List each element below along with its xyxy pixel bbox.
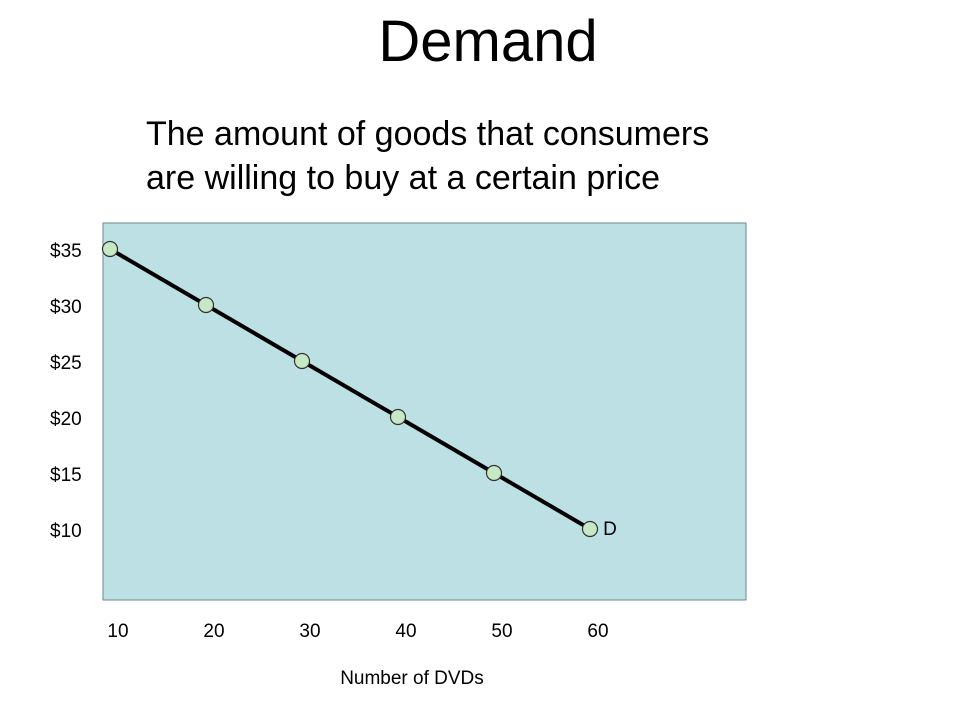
demand-curve-line <box>108 247 592 531</box>
x-tick-label: 20 <box>203 621 224 642</box>
y-tick-label: $20 <box>50 409 82 430</box>
subtitle-line-1: The amount of goods that consumers <box>146 115 710 153</box>
x-tick-label: 50 <box>491 621 512 642</box>
curve-label-d: D <box>603 519 617 540</box>
plot-area <box>102 222 747 601</box>
x-tick-label: 30 <box>299 621 320 642</box>
x-tick-label: 40 <box>395 621 416 642</box>
x-tick-label: 10 <box>107 621 128 642</box>
x-axis-label: Number of DVDs <box>340 668 484 689</box>
x-tick-label: 60 <box>587 621 608 642</box>
data-point-marker <box>581 520 599 538</box>
y-tick-label: $10 <box>50 521 82 542</box>
data-point-marker <box>101 240 119 258</box>
y-tick-label: $30 <box>50 297 82 318</box>
y-tick-label: $15 <box>50 465 82 486</box>
y-tick-label: $35 <box>50 241 82 262</box>
data-point-marker <box>197 296 215 314</box>
page-title: Demand <box>378 9 598 74</box>
subtitle-line-2: are willing to buy at a certain price <box>146 159 661 197</box>
data-point-marker <box>485 464 503 482</box>
slide-subtitle: The amount of goods that consumers are w… <box>146 112 709 200</box>
data-point-marker <box>293 352 311 370</box>
y-tick-label: $25 <box>50 353 82 374</box>
data-point-marker <box>389 408 407 426</box>
